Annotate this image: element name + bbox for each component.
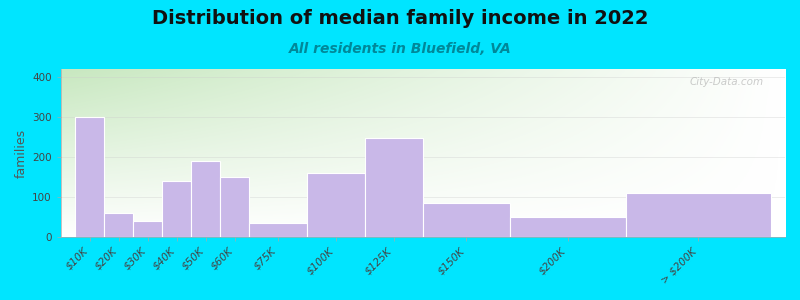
Bar <box>307 173 365 237</box>
Bar <box>423 203 510 237</box>
Bar <box>134 221 162 237</box>
Bar <box>365 138 423 237</box>
Bar <box>191 161 220 237</box>
Bar <box>220 177 249 237</box>
Bar <box>510 217 626 237</box>
Text: City-Data.com: City-Data.com <box>689 77 763 87</box>
Text: All residents in Bluefield, VA: All residents in Bluefield, VA <box>289 42 511 56</box>
Text: Distribution of median family income in 2022: Distribution of median family income in … <box>152 9 648 28</box>
Bar <box>626 193 770 237</box>
Bar <box>75 117 104 237</box>
Bar <box>104 213 134 237</box>
Bar <box>249 223 307 237</box>
Bar <box>162 181 191 237</box>
Y-axis label: families: families <box>15 128 28 178</box>
